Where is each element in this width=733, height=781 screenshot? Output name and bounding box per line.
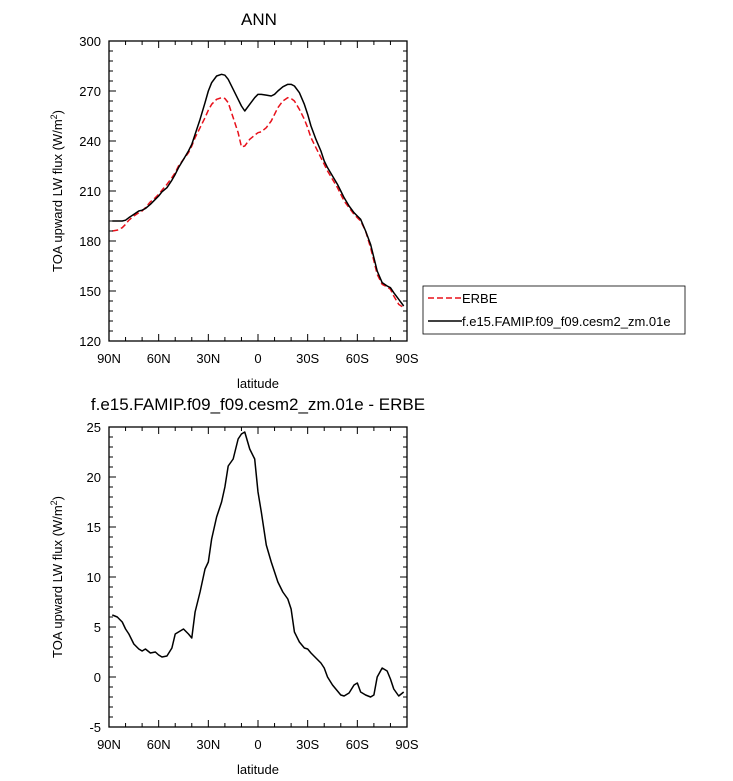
- bottom-panel: f.e15.FAMIP.f09_f09.cesm2_zm.01e - ERBE …: [49, 395, 425, 777]
- bottom-ytick-label: 15: [87, 520, 101, 535]
- top-ytick-label: 120: [79, 334, 101, 349]
- bottom-ylabel: TOA upward LW flux (W/m2): [49, 496, 65, 658]
- top-tick-layer: 90N 60N 30N 0 30S 60S 90S 120 150 180 210 240 270 300: [79, 34, 419, 366]
- bottom-xtick-label: 60N: [147, 737, 171, 752]
- top-series-line-1: [112, 73, 405, 307]
- top-ylabel-main: TOA upward LW flux (W/m: [50, 119, 65, 272]
- top-ytick-label: 150: [79, 284, 101, 299]
- bottom-xtick-label: 30S: [296, 737, 319, 752]
- legend-box: [422, 285, 686, 335]
- top-ytick-label: 210: [79, 184, 101, 199]
- bottom-ytick-label: 0: [94, 670, 101, 685]
- legend-label-erbe: ERBE: [462, 291, 498, 306]
- top-xtick-label: 60S: [346, 351, 369, 366]
- bottom-ylabel-main: TOA upward LW flux (W/m: [50, 505, 65, 658]
- bottom-series-layer: [112, 431, 405, 698]
- top-ytick-label: 180: [79, 234, 101, 249]
- legend-label-model: f.e15.FAMIP.f09_f09.cesm2_zm.01e: [462, 314, 671, 329]
- top-series-layer: [112, 73, 405, 309]
- bottom-ytick-label: 25: [87, 420, 101, 435]
- top-xtick-label: 0: [254, 351, 261, 366]
- bottom-series-line-0: [112, 431, 405, 698]
- bottom-xlabel: latitude: [237, 762, 279, 777]
- top-ytick-label: 240: [79, 134, 101, 149]
- bottom-xtick-label: 90N: [97, 737, 121, 752]
- top-xtick-label: 30S: [296, 351, 319, 366]
- legend: ERBE f.e15.FAMIP.f09_f09.cesm2_zm.01e: [422, 285, 686, 335]
- top-title: ANN: [241, 10, 277, 29]
- bottom-ytick-label: 10: [87, 570, 101, 585]
- bottom-ytick-label: 5: [94, 620, 101, 635]
- top-ylabel-close: ): [50, 110, 65, 114]
- bottom-plot-frame: [108, 426, 408, 728]
- bottom-ylabel-sup: 2: [49, 500, 59, 505]
- bottom-tick-layer: 90N 60N 30N 0 30S 60S 90S -5 0 5 10 15 20 25: [87, 420, 419, 752]
- bottom-xtick-label: 0: [254, 737, 261, 752]
- top-ylabel-sup: 2: [49, 114, 59, 119]
- top-series-line-0: [112, 96, 405, 309]
- top-xlabel: latitude: [237, 376, 279, 391]
- top-plot-frame: [108, 40, 408, 342]
- bottom-xtick-label: 30N: [196, 737, 220, 752]
- bottom-title: f.e15.FAMIP.f09_f09.cesm2_zm.01e - ERBE: [91, 395, 425, 414]
- top-panel: ANN 90N 60N 30N 0 30S 60S 90S 120 150 180 210 240 27…: [49, 10, 419, 391]
- top-xtick-label: 90S: [395, 351, 418, 366]
- bottom-ytick-label: -5: [89, 720, 101, 735]
- bottom-ytick-label: 20: [87, 470, 101, 485]
- top-ytick-label: 300: [79, 34, 101, 49]
- top-xtick-label: 30N: [196, 351, 220, 366]
- bottom-ylabel-close: ): [50, 496, 65, 500]
- top-xtick-label: 90N: [97, 351, 121, 366]
- bottom-xtick-label: 60S: [346, 737, 369, 752]
- top-ylabel: TOA upward LW flux (W/m2): [49, 110, 65, 272]
- bottom-xtick-label: 90S: [395, 737, 418, 752]
- top-ytick-label: 270: [79, 84, 101, 99]
- top-xtick-label: 60N: [147, 351, 171, 366]
